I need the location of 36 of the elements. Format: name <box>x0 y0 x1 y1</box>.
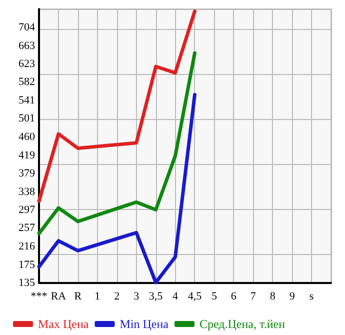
y-tick-label: 460 <box>18 131 36 144</box>
line-series <box>37 93 196 284</box>
line-series <box>37 51 196 236</box>
x-tick-label: RA <box>50 290 66 302</box>
x-tick-label: 8 <box>270 290 276 302</box>
x-tick-label: 6 <box>230 290 237 302</box>
x-tick-label: 4 <box>172 290 179 302</box>
x-tick-label: 2 <box>114 290 120 302</box>
x-tick-label: 1 <box>94 290 100 302</box>
y-tick-label: 338 <box>18 186 36 198</box>
y-tick-label: 379 <box>18 167 36 180</box>
y-tick-label: 135 <box>18 277 36 289</box>
y-tick-label: 663 <box>18 40 36 52</box>
legend-label: Min Цена <box>120 317 170 331</box>
x-tick-label: *** <box>30 290 48 302</box>
legend-label: Сред.Цена, т.йен <box>199 317 286 331</box>
legend-label: Max Цена <box>38 317 90 331</box>
y-tick-label: 297 <box>18 204 36 216</box>
x-tick-label: 4,5 <box>188 290 202 302</box>
y-tick-label: 501 <box>18 112 35 125</box>
x-tick-label: 3,5 <box>148 290 164 302</box>
y-tick-label: 419 <box>18 149 36 162</box>
x-tick-label: 5 <box>211 290 218 302</box>
line-series <box>37 9 196 203</box>
y-tick-label: 623 <box>18 58 36 70</box>
x-tick-label: 9 <box>289 290 296 302</box>
x-tick-label: s <box>309 290 314 302</box>
y-tick-label: 216 <box>18 240 36 253</box>
y-tick-label: 175 <box>18 259 36 272</box>
x-tick-label: R <box>74 290 82 302</box>
x-tick-label: 7 <box>250 290 256 302</box>
y-tick-label: 541 <box>18 94 35 107</box>
y-tick-label: 704 <box>18 21 36 34</box>
y-tick-label: 582 <box>18 76 35 88</box>
y-tick-label: 257 <box>18 222 36 234</box>
x-tick-label: 3 <box>134 290 140 302</box>
